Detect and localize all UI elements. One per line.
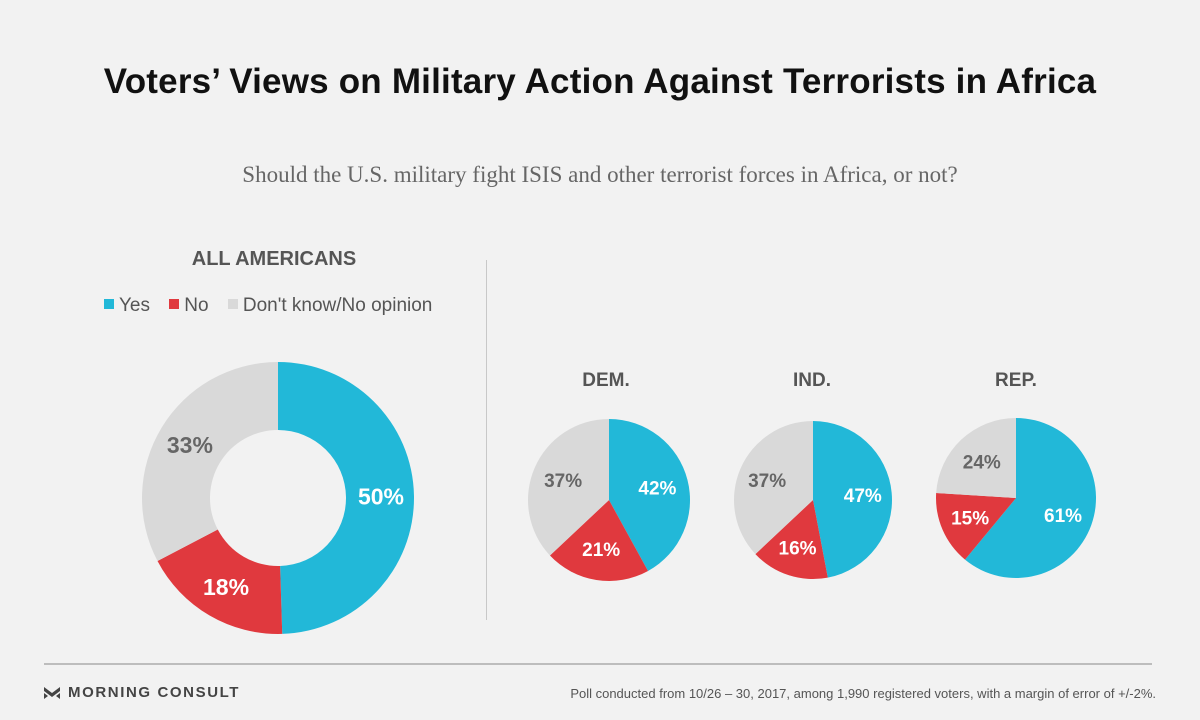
pie-label-ind-no: 16% (779, 538, 817, 559)
pie-label-ind-dont-know: 37% (748, 471, 786, 492)
legend-swatch-no (169, 299, 180, 309)
pie-title-dem: DEM. (582, 370, 630, 391)
chart-subtitle: Should the U.S. military fight ISIS and … (242, 162, 958, 187)
pie-slice-dem-no (549, 500, 649, 581)
pie-label-ind-yes: 47% (844, 486, 882, 507)
pie-label-dem-yes: 42% (638, 478, 676, 499)
pie-slice-rep-dont-know (936, 418, 1016, 498)
pie-label-dem-no: 21% (582, 540, 620, 561)
pie-slice-all-americans-yes (278, 362, 415, 634)
pie-label-rep-dont-know: 24% (963, 452, 1001, 473)
legend-swatch-yes (104, 299, 114, 309)
pie-slice-rep-yes (965, 417, 1096, 578)
poll-methodology-note: Poll conducted from 10/26 – 30, 2017, am… (570, 686, 1156, 701)
pie-slice-ind-no (755, 500, 828, 579)
pie-label-rep-no: 15% (951, 509, 989, 530)
legend: Yes No Don't know/No opinion (104, 295, 504, 317)
pie-label-all-americans-no: 18% (203, 574, 249, 600)
pie-slice-ind-dont-know (734, 421, 813, 555)
pie-slice-dem-yes (609, 419, 690, 571)
pie-title-rep: REP. (995, 370, 1037, 391)
pie-label-all-americans-dont-know: 33% (167, 432, 213, 458)
footer-divider (44, 663, 1152, 665)
legend-label-no: No (184, 295, 209, 316)
pie-title-ind: IND. (793, 370, 831, 391)
pie-slice-ind-yes (813, 421, 893, 578)
pie-slice-rep-no (936, 492, 1016, 560)
chart-title: Voters’ Views on Military Action Against… (103, 62, 1097, 101)
pie-label-rep-yes: 61% (1044, 506, 1082, 527)
section-heading-all-americans: ALL AMERICANS (191, 248, 357, 270)
legend-item-no: No (169, 295, 209, 317)
brand-name: MORNING CONSULT (68, 684, 241, 701)
legend-label-yes: Yes (119, 295, 150, 316)
pie-label-all-americans-yes: 50% (358, 484, 404, 510)
legend-item-dont-know: Don't know/No opinion (227, 295, 433, 317)
legend-swatch-dont-know (227, 299, 238, 309)
legend-item-yes: Yes (104, 295, 150, 317)
pie-slice-dem-dont-know (528, 418, 609, 556)
section-divider (486, 260, 487, 620)
legend-label-dont-know: Don't know/No opinion (242, 295, 433, 316)
pie-label-dem-dont-know: 37% (544, 471, 582, 492)
pie-slice-all-americans-no (157, 529, 283, 634)
morning-consult-logo-icon (44, 686, 60, 699)
brand-logo: MORNING CONSULT (44, 684, 240, 701)
pie-slice-all-americans-dont-know (141, 362, 278, 562)
